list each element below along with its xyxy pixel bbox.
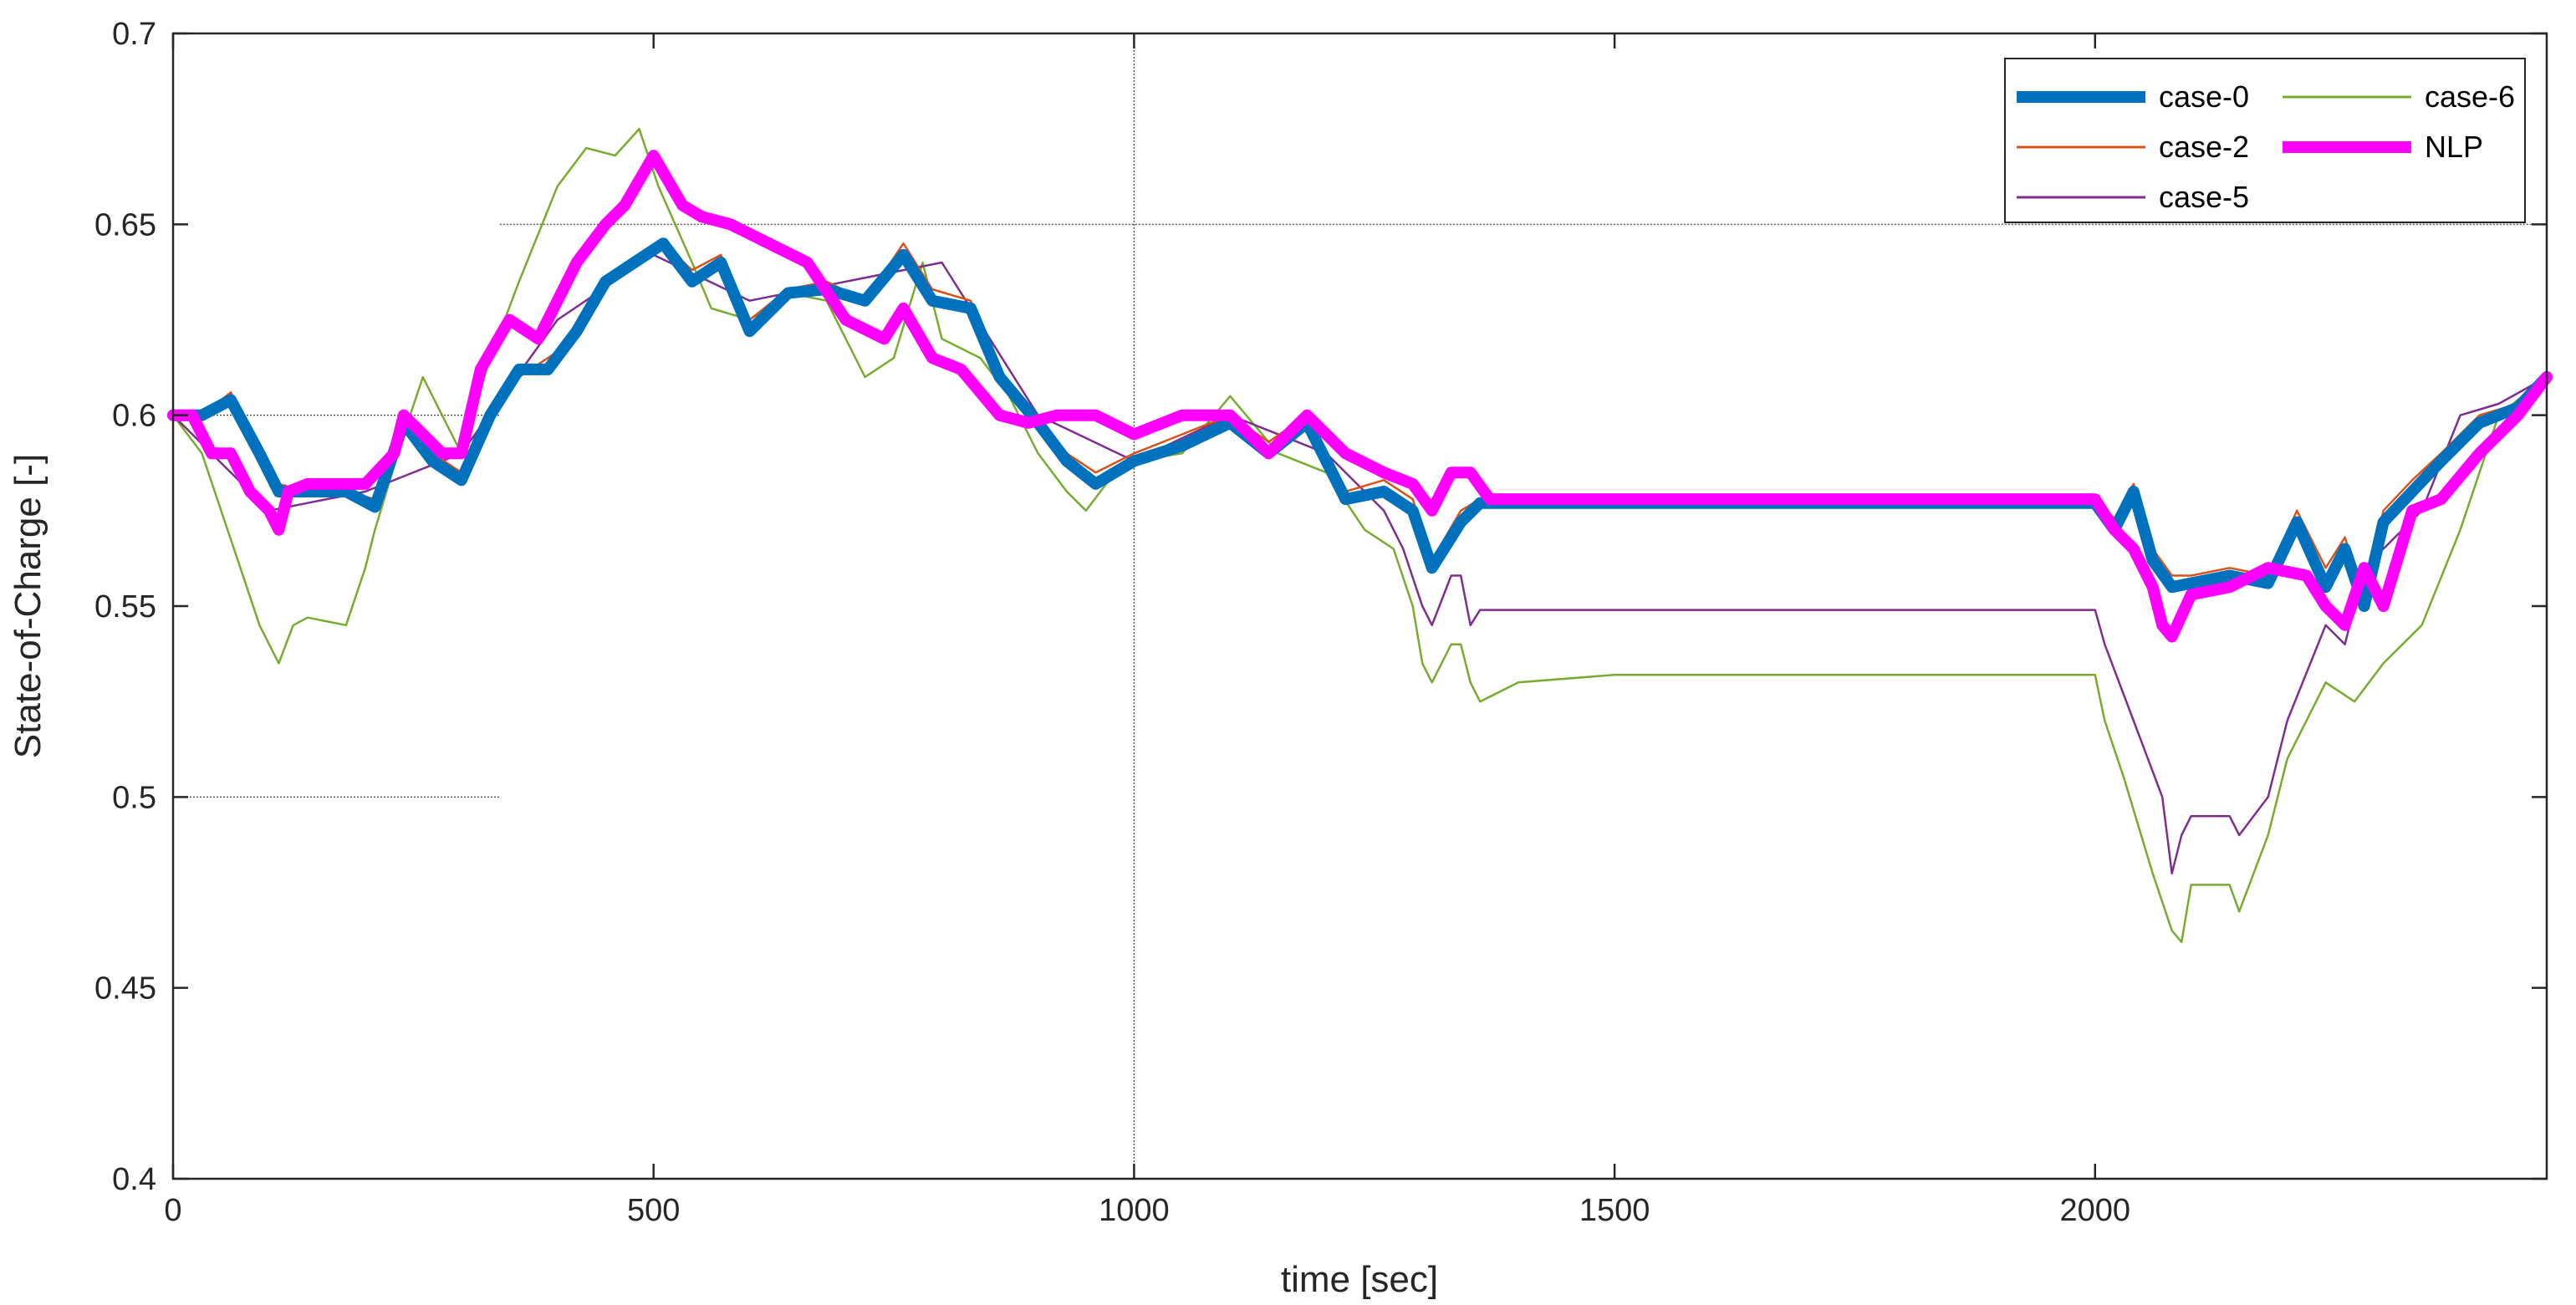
y-tick-label: 0.4 [112,1162,156,1197]
series-layer [167,127,2553,944]
legend-label-case-0: case-0 [2159,79,2249,114]
legend: case-0 case-6 case-2 NLP case-5 [2004,58,2526,223]
y-tick-label: 0.55 [94,589,156,624]
x-tick-label: 2000 [2060,1193,2131,1228]
x-tick-label: 1500 [1579,1193,1650,1228]
legend-label-case-6: case-6 [2425,79,2515,114]
series-line-case-0 [167,237,2553,612]
legend-box [2004,58,2526,223]
x-tick-label: 1000 [1099,1193,1170,1228]
y-axis: 0.4 0.45 0.5 0.55 0.6 0.65 0.7 [94,17,2547,1197]
y-tick-label: 0.7 [112,17,156,52]
reference-lines [173,33,2547,1179]
y-axis-title: State-of-Charge [-] [8,454,48,758]
legend-label-case-5: case-5 [2159,180,2249,214]
y-tick-label: 0.45 [94,971,156,1007]
x-axis-title: time [sec] [1281,1259,1438,1300]
series-line-nlp [167,150,2553,643]
y-tick-label: 0.5 [112,780,156,815]
y-tick-label: 0.65 [94,207,156,242]
y-tick-label: 0.6 [112,399,156,434]
legend-label-nlp: NLP [2425,130,2483,164]
x-tick-label: 0 [164,1193,181,1228]
x-axis: 0 500 1000 1500 2000 [164,33,2130,1228]
legend-label-case-2: case-2 [2159,130,2249,164]
x-tick-label: 500 [627,1193,680,1228]
